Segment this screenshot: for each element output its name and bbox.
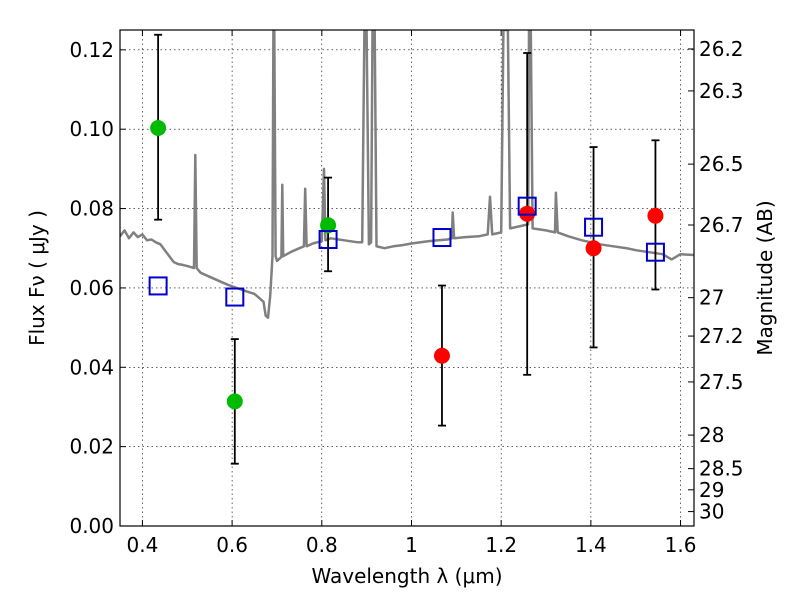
x-tick-label: 0.6	[216, 533, 248, 557]
x-axis-label: Wavelength λ (μm)	[311, 564, 502, 588]
model-flux-square	[645, 242, 665, 262]
right-tick-label: 27.2	[699, 324, 744, 348]
model-spectrum-line	[120, 30, 694, 319]
y-tick-label: 0.00	[69, 514, 114, 538]
right-axis-label: Magnitude (AB)	[753, 200, 777, 355]
x-tick-label: 1.6	[665, 533, 697, 557]
right-tick-label: 29	[699, 478, 724, 502]
y-tick-label: 0.04	[69, 355, 114, 379]
red-data-point	[585, 240, 602, 257]
right-tick-label: 30	[699, 500, 724, 524]
green-data-point	[226, 393, 243, 410]
red-data-point	[647, 207, 664, 224]
green-data-point	[320, 217, 337, 234]
grid-lines	[120, 30, 694, 527]
model-flux-square	[225, 287, 245, 307]
model-flux-square	[432, 228, 452, 248]
right-tick-label: 26.3	[699, 79, 744, 103]
data-points-layer	[148, 33, 665, 465]
axis-ticks: 0.4 0.6 0.8 1 1.2 1.4 1.6 0.00 0.02 0.04 0.06 0.08 0…	[69, 30, 744, 557]
y-tick-label: 0.12	[69, 38, 114, 62]
x-tick-label: 1	[405, 533, 418, 557]
right-tick-label: 28.5	[699, 457, 744, 481]
model-flux-square	[148, 276, 168, 296]
plot-frame	[119, 29, 695, 527]
model-flux-square	[318, 230, 338, 250]
model-flux-square	[584, 217, 604, 237]
red-data-point	[433, 347, 450, 364]
x-tick-label: 1.2	[485, 533, 517, 557]
x-tick-label: 0.4	[127, 533, 159, 557]
right-tick-label: 27	[699, 286, 724, 310]
x-tick-label: 1.4	[575, 533, 607, 557]
right-tick-label: 27.5	[699, 370, 744, 394]
y-tick-label: 0.08	[69, 197, 114, 221]
y-tick-label: 0.06	[69, 276, 114, 300]
green-data-point	[150, 120, 167, 137]
right-tick-label: 26.5	[699, 152, 744, 176]
model-flux-square	[517, 196, 537, 216]
model-spectrum-layer	[120, 30, 694, 319]
right-tick-label: 26.7	[699, 213, 744, 237]
y-tick-label: 0.10	[69, 117, 114, 141]
right-tick-label: 26.2	[699, 37, 744, 61]
right-tick-label: 28	[699, 423, 724, 447]
x-tick-label: 0.8	[306, 533, 338, 557]
y-tick-label: 0.02	[69, 435, 114, 459]
y-axis-label: Flux Fν ( μJy )	[25, 210, 49, 346]
